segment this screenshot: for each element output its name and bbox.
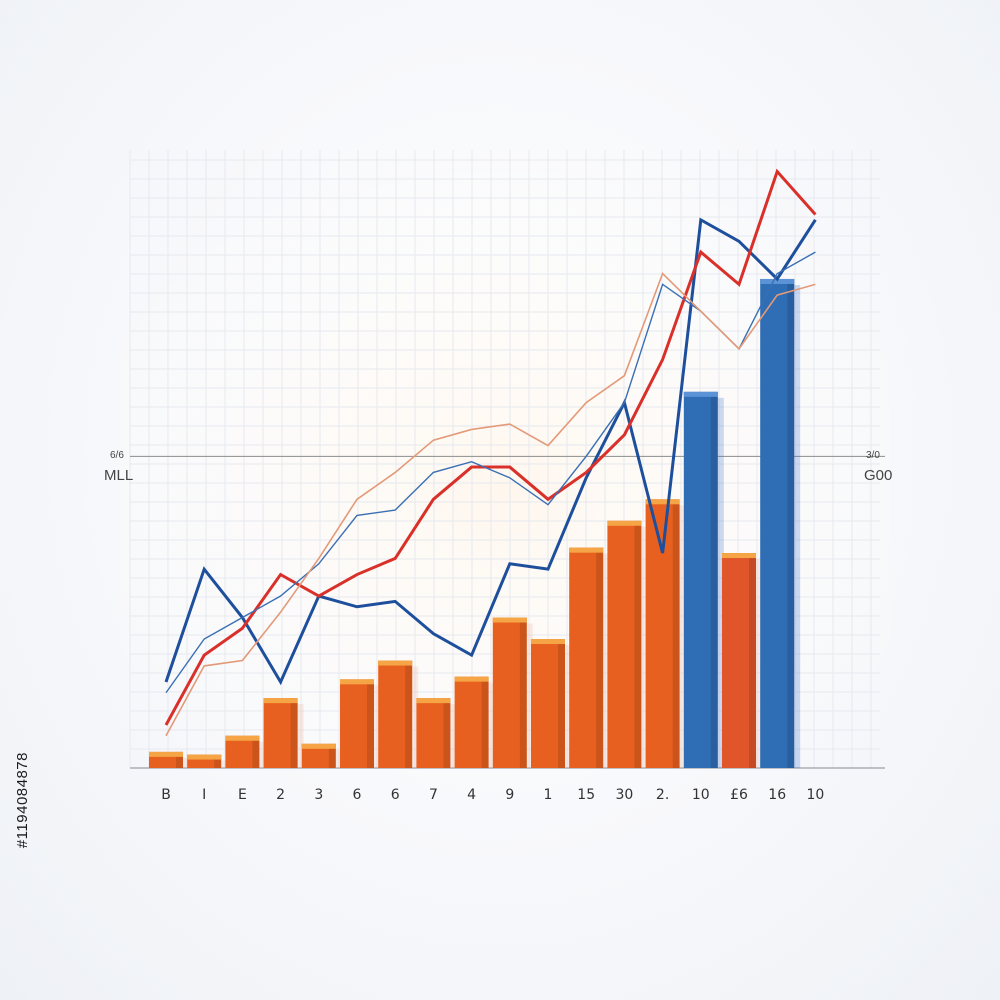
x-tick-label: 30 <box>615 787 633 803</box>
bar <box>187 754 228 768</box>
bar <box>416 698 457 768</box>
right-marker-label: G00 <box>864 467 892 484</box>
bar-cap <box>416 698 451 704</box>
bar-body <box>378 660 413 768</box>
bar <box>760 278 801 768</box>
bar-side <box>290 698 298 768</box>
bar-body <box>569 547 604 768</box>
bar-body <box>683 391 718 768</box>
series-line <box>165 272 816 737</box>
x-tick-label: 15 <box>577 787 595 803</box>
bar-side <box>749 553 756 768</box>
x-tick-label: 1 <box>544 787 553 803</box>
bar <box>225 735 266 768</box>
bar-side <box>672 499 680 768</box>
series-lines <box>164 168 817 737</box>
bar-cap <box>492 617 527 623</box>
bar-body <box>722 553 756 768</box>
bar-side <box>176 751 183 768</box>
x-tick-label: 2 <box>276 787 285 803</box>
bar <box>263 698 304 768</box>
bar-cap <box>187 754 222 760</box>
bar-side <box>710 391 718 768</box>
right-marker-small: 3/0 <box>866 450 880 461</box>
x-tick-label: 4 <box>467 787 476 803</box>
series-line <box>164 217 817 686</box>
x-tick-label: 6 <box>391 787 400 803</box>
bar-side <box>481 676 489 768</box>
bar-cap <box>683 391 718 397</box>
bar-body <box>225 735 260 768</box>
bar-cap <box>378 660 413 666</box>
bar <box>683 391 724 768</box>
bar-body <box>492 617 527 768</box>
bar <box>492 617 533 768</box>
bar <box>149 751 189 768</box>
x-tick-label: 10 <box>692 787 710 803</box>
bar-side <box>596 547 604 768</box>
bar <box>722 553 762 768</box>
x-tick-label: 10 <box>806 787 824 803</box>
x-tick-label: 6 <box>353 787 362 803</box>
bar-side <box>443 698 451 768</box>
bar-body <box>416 698 451 768</box>
bar-side <box>214 754 222 768</box>
bar-cap <box>760 278 795 284</box>
x-tick-label: 7 <box>429 787 438 803</box>
bar-body <box>760 278 795 768</box>
bar <box>569 547 610 768</box>
bar-cap <box>340 679 374 685</box>
x-tick-label: B <box>161 787 171 803</box>
bars <box>149 278 801 768</box>
bar-side <box>252 735 260 768</box>
bar-side <box>405 660 413 768</box>
x-tick-label: 9 <box>505 787 514 803</box>
bar-cap <box>225 735 260 741</box>
bar-cap <box>149 751 183 757</box>
bar-body <box>454 676 489 768</box>
bar-cap <box>454 676 489 682</box>
left-marker-small: 6/6 <box>110 450 124 461</box>
x-tick-label: 2. <box>656 787 669 803</box>
bar-cap <box>263 698 298 704</box>
bar-side <box>634 520 642 768</box>
bar-side <box>787 278 795 768</box>
bar <box>607 520 648 768</box>
bar-body <box>607 520 642 768</box>
bar-side <box>519 617 527 768</box>
bar-body <box>531 639 565 768</box>
bar <box>531 639 571 768</box>
bar-side <box>328 743 336 768</box>
watermark-text: #1194084878 <box>14 752 31 849</box>
bar <box>454 676 495 768</box>
x-tick-label: 16 <box>768 787 786 803</box>
bar-cap <box>569 547 604 553</box>
x-tick-label: £6 <box>730 787 748 803</box>
series-line <box>164 168 817 726</box>
bar-cap <box>607 520 642 526</box>
bar <box>301 743 342 768</box>
bar-side <box>367 679 374 768</box>
bar-body <box>263 698 298 768</box>
x-tick-label: I <box>202 787 206 803</box>
bar-cap <box>645 499 680 505</box>
bar-body <box>340 679 374 768</box>
bar <box>340 679 380 768</box>
x-tick-label: E <box>238 787 247 803</box>
bar-cap <box>722 553 756 559</box>
bar <box>645 499 686 768</box>
bar <box>378 660 419 768</box>
x-tick-label: 3 <box>314 787 323 803</box>
bar-side <box>558 639 565 768</box>
left-marker-label: MLL <box>104 467 133 484</box>
x-tick-labels: B I E 2 3 6 6 7 4 9 1 15 30 2. 10 £6 16 10 <box>161 787 824 803</box>
bar-cap <box>301 743 336 749</box>
bar-cap <box>531 639 565 645</box>
